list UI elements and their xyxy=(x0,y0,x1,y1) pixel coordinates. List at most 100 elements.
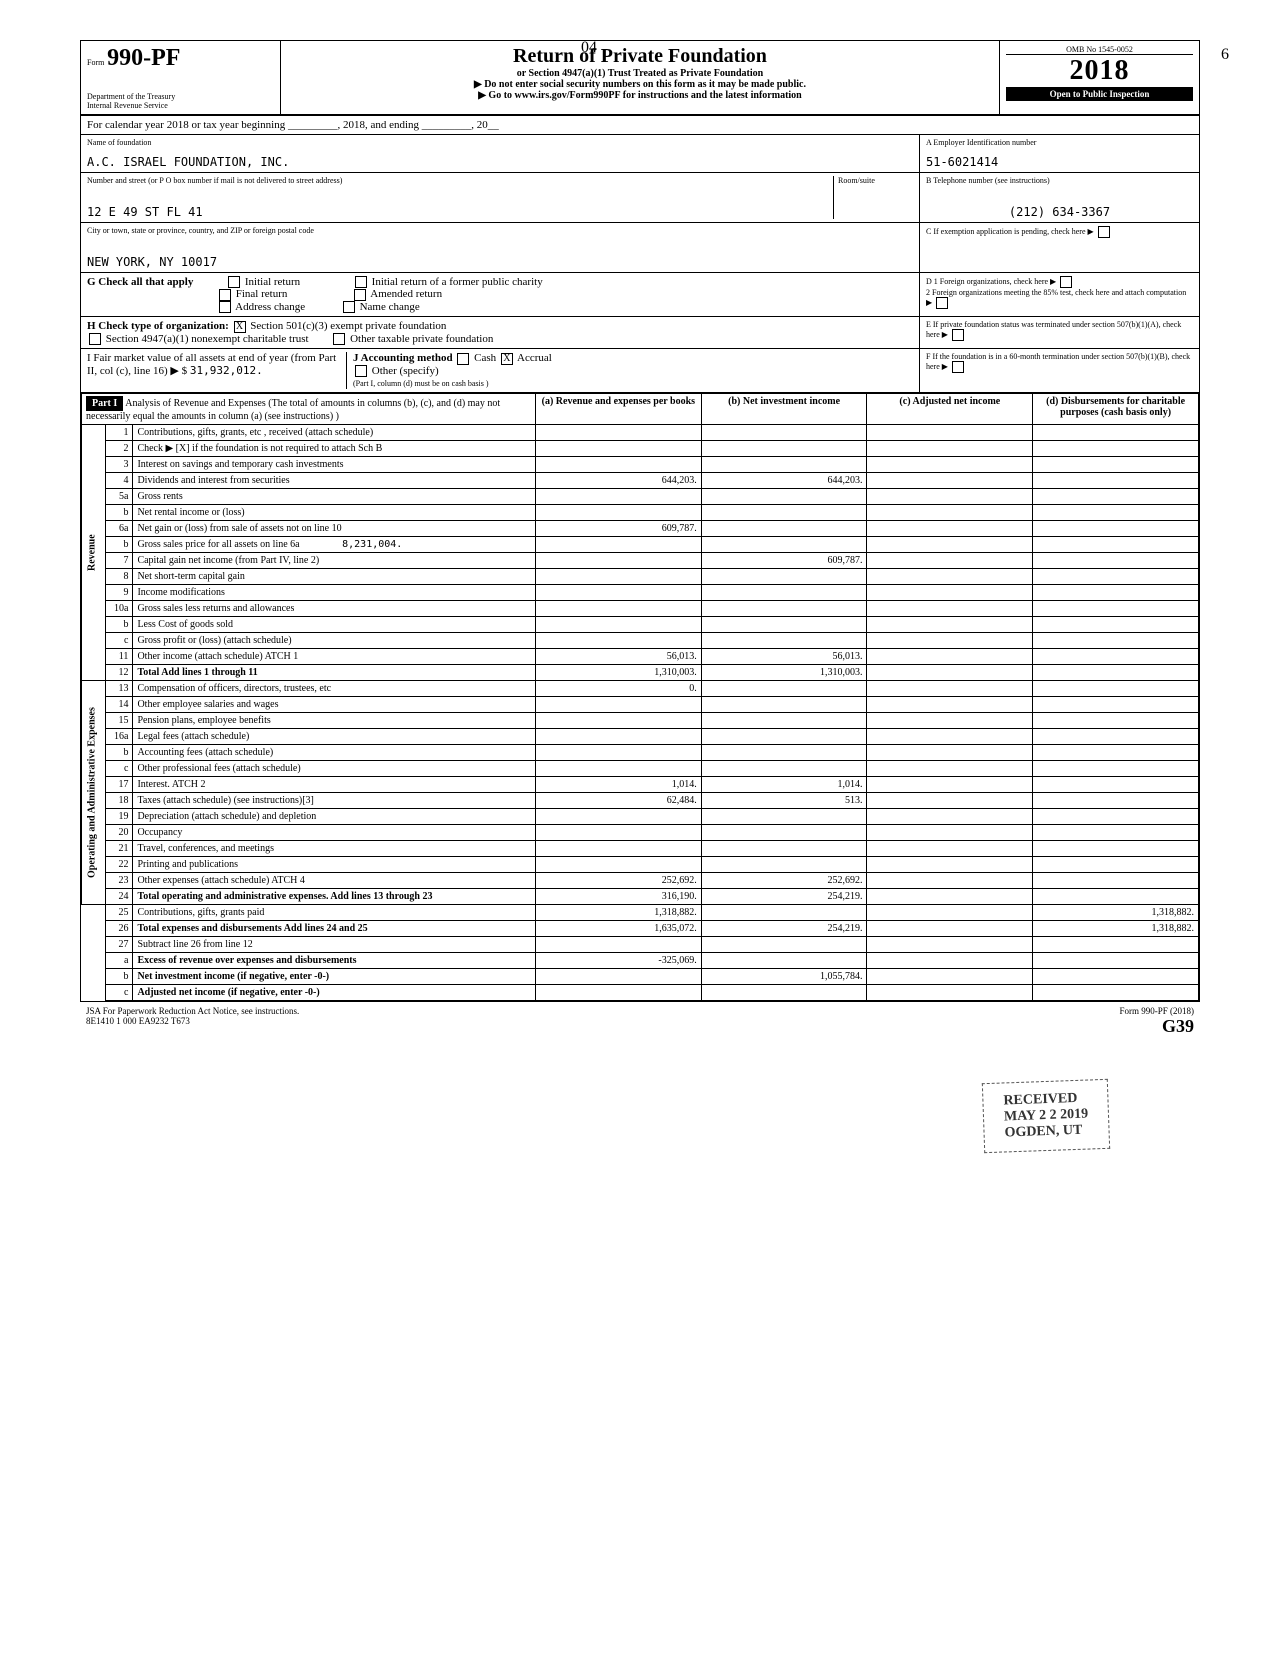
footer: JSA For Paperwork Reduction Act Notice, … xyxy=(80,1002,1200,1041)
calendar-year-line: For calendar year 2018 or tax year begin… xyxy=(81,116,1199,134)
row-27b-desc: Net investment income (if negative, ente… xyxy=(133,969,536,985)
open-inspection-label: Open to Public Inspection xyxy=(1006,87,1193,101)
col-c-header: (c) Adjusted net income xyxy=(867,394,1033,425)
row-10a-desc: Gross sales less returns and allowances xyxy=(133,601,536,617)
address-change-label: Address change xyxy=(235,301,305,313)
row-18-b: 513. xyxy=(701,793,867,809)
4947-label: Section 4947(a)(1) nonexempt charitable … xyxy=(106,333,309,345)
row-23-b: 252,692. xyxy=(701,873,867,889)
amended-label: Amended return xyxy=(370,288,442,300)
row-24-b: 254,219. xyxy=(701,889,867,905)
row-16a-desc: Legal fees (attach schedule) xyxy=(133,729,536,745)
address-value: 12 E 49 ST FL 41 xyxy=(87,205,833,219)
i-value: 31,932,012. xyxy=(190,364,263,377)
row-1-desc: Contributions, gifts, grants, etc , rece… xyxy=(133,425,536,441)
name-label: Name of foundation xyxy=(87,138,913,147)
revenue-vertical-label: Revenue xyxy=(82,425,106,681)
g-label: G Check all that apply xyxy=(87,276,193,288)
row-27-desc: Subtract line 26 from line 12 xyxy=(133,937,536,953)
col-a-header: (a) Revenue and expenses per books xyxy=(535,394,701,425)
address-change-checkbox[interactable] xyxy=(219,301,231,313)
row-10b-desc: Less Cost of goods sold xyxy=(133,617,536,633)
row-17-a: 1,014. xyxy=(535,777,701,793)
form-header: Form 990-PF Department of the Treasury I… xyxy=(81,41,1199,116)
row-16b-desc: Accounting fees (attach schedule) xyxy=(133,745,536,761)
final-label: Final return xyxy=(236,288,288,300)
initial-label: Initial return xyxy=(245,276,300,288)
row-4-b: 644,203. xyxy=(701,473,867,489)
row-12-b: 1,310,003. xyxy=(701,665,867,681)
row-2-desc: Check ▶ [X] if the foundation is not req… xyxy=(133,441,536,457)
row-27b-b: 1,055,784. xyxy=(701,969,867,985)
row-16c-desc: Other professional fees (attach schedule… xyxy=(133,761,536,777)
row-24-a: 316,190. xyxy=(535,889,701,905)
row-13-desc: Compensation of officers, directors, tru… xyxy=(133,681,536,697)
row-27a-desc: Excess of revenue over expenses and disb… xyxy=(133,953,536,969)
footer-right2: G39 xyxy=(1119,1016,1194,1037)
h-label: H Check type of organization: xyxy=(87,320,229,332)
col-d-header: (d) Disbursements for charitable purpose… xyxy=(1033,394,1199,425)
row-14-desc: Other employee salaries and wages xyxy=(133,697,536,713)
row-11-desc: Other income (attach schedule) ATCH 1 xyxy=(133,649,536,665)
row-4-desc: Dividends and interest from securities xyxy=(133,473,536,489)
501c3-label: Section 501(c)(3) exempt private foundat… xyxy=(250,320,446,332)
foundation-name: A.C. ISRAEL FOUNDATION, INC. xyxy=(87,155,913,169)
form-prefix: Form xyxy=(87,58,104,67)
room-label: Room/suite xyxy=(838,176,913,185)
other-taxable-label: Other taxable private foundation xyxy=(350,333,493,345)
handwritten-04: 04 xyxy=(581,39,597,57)
row-21-desc: Travel, conferences, and meetings xyxy=(133,841,536,857)
row-24-desc: Total operating and administrative expen… xyxy=(133,889,536,905)
accrual-checkbox[interactable]: X xyxy=(501,353,513,365)
handwritten-6: 6 xyxy=(1221,46,1229,64)
row-6b-desc: Gross sales price for all assets on line… xyxy=(133,537,536,553)
name-change-checkbox[interactable] xyxy=(343,301,355,313)
footer-right: Form 990-PF (2018) xyxy=(1119,1006,1194,1016)
year-box: 2018 xyxy=(1006,55,1193,87)
part1-title: Analysis of Revenue and Expenses (The to… xyxy=(86,398,500,422)
cash-label: Cash xyxy=(474,352,496,364)
j-label: J Accounting method xyxy=(353,352,453,364)
row-10c-desc: Gross profit or (loss) (attach schedule) xyxy=(133,633,536,649)
received-stamp: RECEIVED MAY 2 2 2019 OGDEN, UT xyxy=(982,1079,1111,1153)
row-18-a: 62,484. xyxy=(535,793,701,809)
phone-value: (212) 634-3367 xyxy=(926,205,1193,219)
row-13-a: 0. xyxy=(535,681,701,697)
accrual-label: Accrual xyxy=(517,352,552,364)
city-label: City or town, state or province, country… xyxy=(87,226,913,235)
d1-label: D 1 Foreign organizations, check here ▶ xyxy=(926,276,1193,288)
final-checkbox[interactable] xyxy=(219,289,231,301)
row-9-desc: Income modifications xyxy=(133,585,536,601)
row-11-b: 56,013. xyxy=(701,649,867,665)
footer-left2: 8E1410 1 000 EA9232 T673 xyxy=(86,1016,299,1026)
row-23-desc: Other expenses (attach schedule) ATCH 4 xyxy=(133,873,536,889)
form-subtitle2: ▶ Do not enter social security numbers o… xyxy=(287,79,993,90)
row-12-a: 1,310,003. xyxy=(535,665,701,681)
4947-checkbox[interactable] xyxy=(89,333,101,345)
form-number: 990-PF xyxy=(107,45,180,71)
row-8-desc: Net short-term capital gain xyxy=(133,569,536,585)
other-method-checkbox[interactable] xyxy=(355,365,367,377)
amended-checkbox[interactable] xyxy=(354,289,366,301)
row-7-desc: Capital gain net income (from Part IV, l… xyxy=(133,553,536,569)
e-label: E If private foundation status was termi… xyxy=(926,320,1193,341)
row-23-a: 252,692. xyxy=(535,873,701,889)
initial-former-checkbox[interactable] xyxy=(355,276,367,288)
row-7-b: 609,787. xyxy=(701,553,867,569)
row-6a-a: 609,787. xyxy=(535,521,701,537)
omb-label: OMB No 1545-0052 xyxy=(1006,45,1193,55)
initial-checkbox[interactable] xyxy=(228,276,240,288)
header-left: Form 990-PF Department of the Treasury I… xyxy=(81,41,281,114)
row-12-desc: Total Add lines 1 through 11 xyxy=(133,665,536,681)
row-25-d: 1,318,882. xyxy=(1033,905,1199,921)
form-title: Return of Private Foundation xyxy=(287,45,993,68)
cash-checkbox[interactable] xyxy=(457,353,469,365)
expenses-vertical-label: Operating and Administrative Expenses xyxy=(82,681,106,905)
other-taxable-checkbox[interactable] xyxy=(333,333,345,345)
part1-table: Part I Analysis of Revenue and Expenses … xyxy=(81,393,1199,1001)
501c3-checkbox[interactable]: X xyxy=(234,321,246,333)
row-26-a: 1,635,072. xyxy=(535,921,701,937)
header-center: Return of Private Foundation or Section … xyxy=(281,41,999,114)
row-25-desc: Contributions, gifts, grants paid xyxy=(133,905,536,921)
form-container: Form 990-PF Department of the Treasury I… xyxy=(80,40,1200,1002)
